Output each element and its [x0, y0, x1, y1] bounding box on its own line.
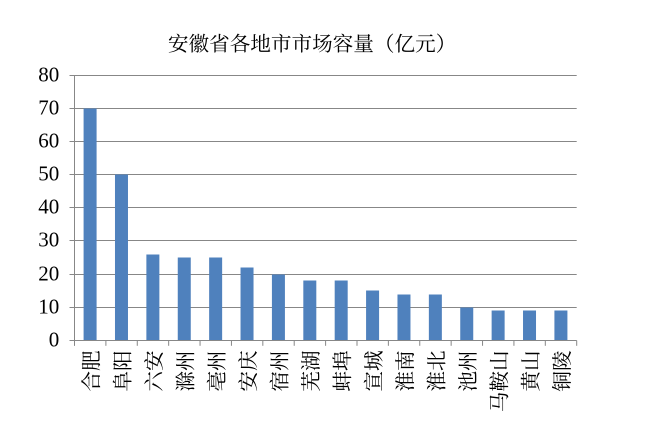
svg-text:30: 30: [38, 228, 59, 252]
svg-text:60: 60: [38, 129, 59, 153]
svg-text:70: 70: [38, 96, 59, 120]
svg-text:80: 80: [38, 63, 59, 87]
svg-text:0: 0: [49, 328, 60, 352]
svg-text:50: 50: [38, 162, 59, 186]
svg-text:40: 40: [38, 195, 59, 219]
svg-text:20: 20: [38, 262, 59, 286]
svg-text:10: 10: [38, 295, 59, 319]
